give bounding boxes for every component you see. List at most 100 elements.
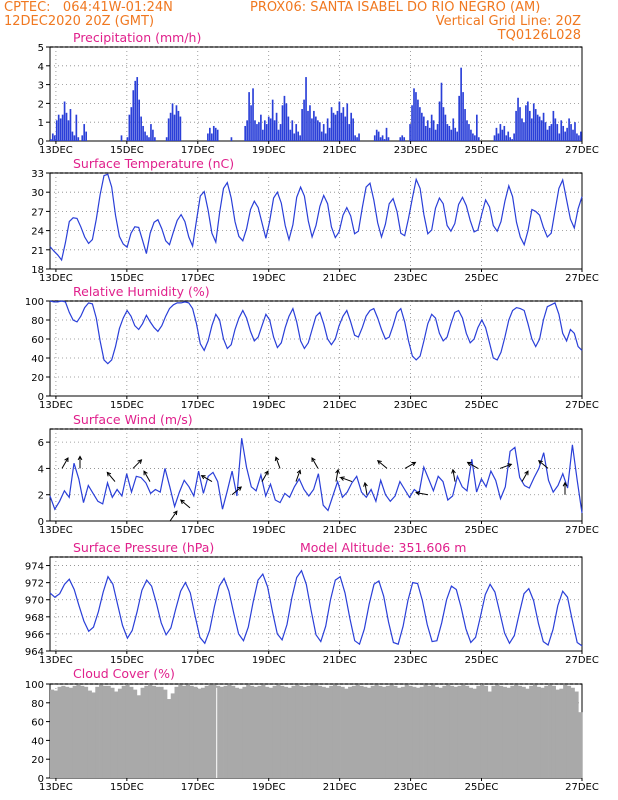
pressure-xtick-label: 19DEC bbox=[252, 655, 286, 666]
precip-bar bbox=[513, 133, 515, 141]
precip-bar bbox=[63, 101, 66, 141]
header-station: PROX06: SANTA ISABEL DO RIO NEGRO (AM) bbox=[250, 0, 541, 15]
cloud-bar bbox=[510, 685, 515, 778]
precip-bar bbox=[515, 110, 517, 141]
cloud-bar bbox=[242, 686, 247, 778]
precip-bar bbox=[293, 133, 296, 141]
cloud-bar bbox=[83, 686, 89, 778]
cloud-bar bbox=[566, 685, 572, 778]
cloud-bar bbox=[193, 686, 198, 778]
wind-arrow bbox=[335, 469, 339, 482]
precip-bar bbox=[530, 118, 533, 141]
precip-bar bbox=[519, 107, 521, 141]
precip-bar bbox=[556, 124, 559, 141]
precip-bar bbox=[344, 116, 347, 141]
precip-bar bbox=[499, 124, 502, 141]
precip-bar bbox=[244, 125, 247, 141]
wind-xtick-label: 17DEC bbox=[181, 525, 215, 536]
cloud-bar bbox=[216, 685, 221, 778]
wind-arrow-head bbox=[311, 457, 316, 463]
precip-ytick-label: 1 bbox=[38, 118, 44, 129]
wind-arrow-head bbox=[274, 456, 280, 462]
precip-bar bbox=[340, 112, 343, 141]
cloud-bar bbox=[563, 684, 568, 778]
cloud-bar bbox=[348, 686, 353, 778]
precip-bar bbox=[578, 135, 580, 141]
precip-bar bbox=[352, 118, 354, 141]
cloud-bar bbox=[548, 684, 553, 778]
cloud-bar bbox=[404, 684, 409, 778]
cloud-bar bbox=[148, 684, 153, 778]
wind-arrow bbox=[499, 463, 512, 469]
cloud-bar bbox=[551, 685, 556, 778]
cloud-bar bbox=[570, 687, 575, 778]
cloud-bar bbox=[540, 687, 545, 778]
precip-bar bbox=[299, 135, 301, 141]
precip-bar bbox=[322, 124, 325, 141]
precip-bar bbox=[558, 133, 561, 141]
precip-bar bbox=[75, 114, 78, 141]
precip-bar bbox=[57, 114, 60, 141]
precip-bar bbox=[330, 107, 333, 141]
precip-bar bbox=[254, 120, 256, 141]
precip-bar bbox=[546, 129, 549, 141]
cloud-bar bbox=[197, 688, 202, 778]
cloud-bar bbox=[532, 684, 538, 778]
cloud-bar bbox=[370, 685, 375, 778]
precip-bar bbox=[409, 124, 411, 141]
cloud-bar bbox=[340, 686, 345, 778]
precip-bar bbox=[464, 109, 466, 141]
precip-bar bbox=[138, 99, 141, 141]
precip-bar bbox=[517, 97, 519, 141]
temp-xtick-label: 27DEC bbox=[565, 273, 599, 284]
precip-ytick-label: 4 bbox=[38, 62, 44, 73]
cloud-bar bbox=[246, 684, 251, 778]
cloud-bar bbox=[415, 687, 421, 778]
cloud-bar bbox=[185, 684, 191, 778]
precip-bar bbox=[554, 118, 557, 141]
precip-bar bbox=[77, 137, 80, 141]
precip-bar bbox=[536, 114, 539, 141]
precip-bar bbox=[65, 112, 68, 141]
precip-bar bbox=[61, 114, 64, 141]
cloud-bar bbox=[434, 686, 440, 778]
wind-arrow-head bbox=[339, 476, 345, 481]
pressure-xtick-label: 23DEC bbox=[394, 655, 428, 666]
cloud-bar bbox=[517, 685, 523, 778]
precip-xtick-label: 19DEC bbox=[252, 145, 286, 156]
cloud-bar bbox=[276, 684, 281, 778]
precip-bar bbox=[140, 116, 142, 141]
precip-ytick-label: 2 bbox=[38, 99, 44, 110]
temp-xtick-label: 25DEC bbox=[465, 273, 499, 284]
precip-bar bbox=[85, 131, 87, 141]
wind-arrow bbox=[61, 457, 69, 469]
cloud-bar bbox=[314, 684, 319, 778]
cloud-bar bbox=[461, 684, 466, 778]
cloud-bar bbox=[544, 685, 549, 778]
precip-bar bbox=[128, 114, 131, 141]
precip-bar bbox=[269, 118, 272, 141]
pressure-xtick-label: 17DEC bbox=[181, 655, 215, 666]
cloud-bar bbox=[91, 692, 96, 778]
precip-bar bbox=[421, 112, 423, 141]
precip-bar bbox=[177, 110, 180, 141]
wind-arrow-head bbox=[296, 469, 302, 475]
pressure-ytick-label: 974 bbox=[25, 562, 44, 573]
precip-bar bbox=[69, 109, 72, 141]
rh-ytick-label: 20 bbox=[31, 373, 44, 384]
cloud-bar bbox=[121, 685, 126, 778]
cloud-bar bbox=[574, 691, 579, 778]
cloud-bar bbox=[506, 687, 511, 778]
cloud-bar bbox=[555, 689, 560, 778]
cloud-bar bbox=[234, 687, 240, 778]
cloud-bar bbox=[536, 686, 541, 778]
precip-bar bbox=[169, 112, 172, 141]
temp-title: Surface Temperature (nC) bbox=[73, 156, 235, 171]
temp-series-line bbox=[49, 173, 583, 262]
precip-bar bbox=[544, 122, 547, 141]
precip-bar bbox=[271, 99, 274, 141]
precip-bar bbox=[214, 127, 217, 141]
precip-bar bbox=[277, 129, 280, 141]
precip-bar bbox=[550, 124, 553, 141]
wind-arrow bbox=[132, 459, 142, 469]
